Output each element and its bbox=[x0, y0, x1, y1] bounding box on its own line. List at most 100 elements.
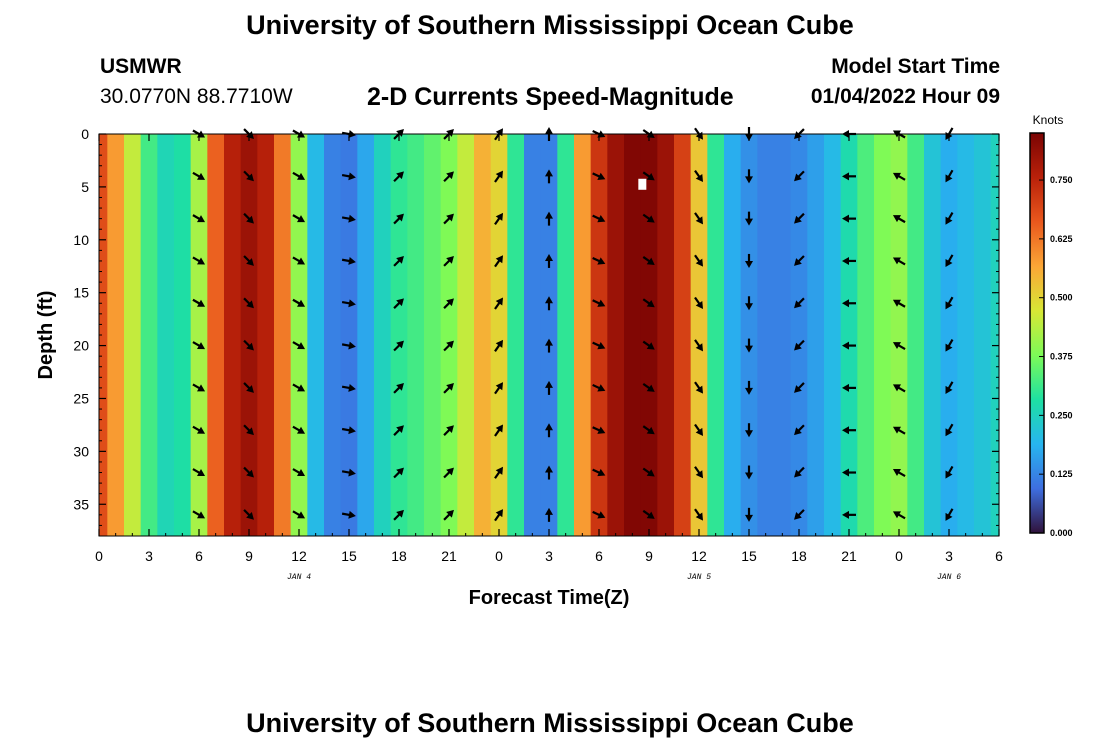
x-tick-label: 0 bbox=[95, 548, 103, 564]
colorbar-tick-label: 0.750 bbox=[1050, 175, 1073, 185]
speed-cell bbox=[274, 134, 292, 536]
current-arrow bbox=[642, 340, 655, 350]
x-tick-label: 21 bbox=[441, 548, 457, 564]
current-arrow bbox=[694, 339, 704, 352]
current-arrow bbox=[443, 213, 454, 225]
speed-cell bbox=[757, 134, 775, 536]
x-tick-label: 0 bbox=[495, 548, 503, 564]
y-tick-label: 10 bbox=[73, 232, 89, 248]
speed-cell bbox=[474, 134, 492, 536]
current-arrow bbox=[393, 467, 404, 479]
day-label: JAN 4 bbox=[287, 573, 311, 582]
speed-cell bbox=[557, 134, 575, 536]
current-arrow bbox=[393, 340, 404, 352]
speed-cell bbox=[390, 134, 408, 536]
x-tick-label: 6 bbox=[595, 548, 603, 564]
current-arrow bbox=[341, 257, 356, 265]
current-arrow bbox=[694, 169, 704, 183]
current-arrow bbox=[745, 465, 753, 480]
current-arrow bbox=[892, 384, 906, 393]
current-arrow bbox=[443, 467, 454, 479]
speed-cell bbox=[824, 134, 842, 536]
current-arrow bbox=[292, 425, 306, 434]
current-arrow bbox=[694, 296, 704, 309]
speed-cell bbox=[607, 134, 625, 536]
current-arrow bbox=[794, 339, 805, 351]
speed-cell bbox=[957, 134, 975, 536]
speed-cell bbox=[424, 134, 442, 536]
current-arrow bbox=[341, 214, 356, 223]
x-tick-label: 6 bbox=[995, 548, 1003, 564]
current-arrow bbox=[341, 172, 356, 181]
speed-cell bbox=[940, 134, 958, 536]
current-arrow bbox=[745, 338, 753, 353]
x-tick-label: 3 bbox=[945, 548, 953, 564]
current-arrow bbox=[443, 382, 454, 394]
speed-cell bbox=[174, 134, 192, 536]
current-arrow bbox=[192, 468, 206, 477]
current-arrow bbox=[892, 511, 906, 520]
current-arrow bbox=[842, 214, 856, 223]
current-arrow bbox=[945, 381, 954, 394]
speed-cell bbox=[657, 134, 675, 536]
current-arrow bbox=[842, 383, 856, 392]
current-arrow bbox=[545, 169, 553, 184]
current-arrow bbox=[794, 128, 805, 139]
current-arrow bbox=[892, 172, 906, 181]
current-arrow bbox=[443, 255, 454, 267]
day-label: JAN 5 bbox=[687, 573, 711, 582]
current-arrow bbox=[592, 341, 606, 350]
current-arrow bbox=[642, 298, 655, 308]
current-arrow bbox=[192, 214, 206, 223]
current-arrow bbox=[243, 170, 254, 182]
current-arrow bbox=[794, 212, 805, 224]
current-arrow bbox=[192, 298, 206, 307]
speed-cell bbox=[524, 134, 542, 536]
speed-cell bbox=[890, 134, 908, 536]
current-arrow bbox=[694, 381, 704, 394]
current-arrow bbox=[545, 507, 553, 522]
current-arrow bbox=[642, 256, 655, 265]
current-arrow bbox=[842, 172, 856, 181]
current-arrow bbox=[945, 338, 954, 352]
current-arrow bbox=[642, 509, 655, 519]
day-label: JAN 6 bbox=[937, 573, 961, 582]
current-arrow bbox=[794, 255, 805, 266]
current-arrow bbox=[842, 341, 856, 350]
current-arrow bbox=[443, 298, 454, 309]
current-arrow bbox=[494, 382, 504, 395]
current-arrow bbox=[592, 214, 606, 223]
colorbar-tick-label: 0.125 bbox=[1050, 469, 1073, 479]
position-marker bbox=[638, 178, 647, 190]
speed-cell bbox=[840, 134, 858, 536]
main-title: University of Southern Mississippi Ocean… bbox=[246, 10, 854, 40]
speed-cell bbox=[574, 134, 592, 536]
station-coordinates: 30.0770N 88.7710W bbox=[100, 85, 293, 108]
current-arrow bbox=[292, 510, 306, 519]
speed-cell bbox=[690, 134, 708, 536]
x-tick-label: 21 bbox=[841, 548, 857, 564]
x-tick-label: 6 bbox=[195, 548, 203, 564]
x-tick-label: 15 bbox=[741, 548, 757, 564]
station-id: USMWR bbox=[100, 55, 182, 78]
speed-cell bbox=[357, 134, 375, 536]
current-arrow bbox=[945, 423, 954, 437]
speed-cell bbox=[907, 134, 925, 536]
current-arrow bbox=[292, 341, 306, 350]
current-arrow bbox=[592, 172, 606, 180]
current-arrow bbox=[192, 341, 206, 350]
speed-cell bbox=[107, 134, 125, 536]
current-arrow bbox=[243, 424, 254, 436]
y-axis: 0 5 10 15 20 25 30 35 bbox=[73, 126, 999, 526]
speed-cell bbox=[99, 134, 108, 536]
speed-cell bbox=[990, 134, 1000, 536]
speed-cell bbox=[290, 134, 308, 536]
speed-cell bbox=[707, 134, 725, 536]
current-arrow bbox=[393, 213, 404, 225]
x-axis: 0 3 6 9 12 15 18 21 0 3 6 9 12 15 18 21 0 3 6 JAN 4 JAN 5 JAN… bbox=[95, 134, 1003, 582]
current-arrow bbox=[945, 296, 954, 310]
x-tick-label: 12 bbox=[691, 548, 707, 564]
current-arrow bbox=[494, 297, 504, 310]
x-tick-label: 0 bbox=[895, 548, 903, 564]
current-arrow bbox=[945, 254, 954, 268]
